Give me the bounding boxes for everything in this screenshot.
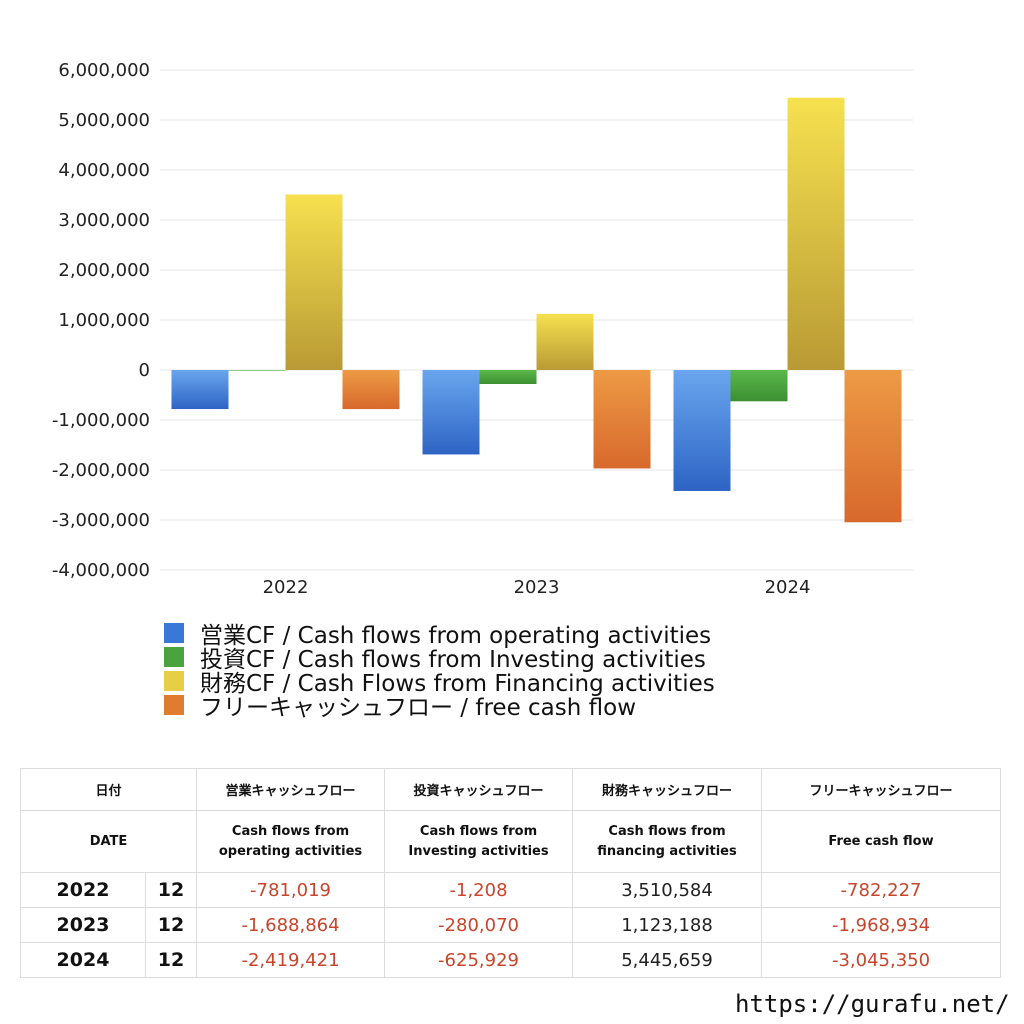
cash-flow-chart: 6,000,000 5,000,000 4,000,000 3,000,000 2,00…	[52, 60, 913, 598]
subheader-free: Free cash flow	[761, 810, 1002, 873]
bar-2023-series-1	[422, 370, 480, 455]
y-tick-label: -1,000,000	[52, 410, 150, 431]
cell-free: -782,227	[761, 872, 1002, 908]
x-tick-label: 2022	[263, 577, 309, 598]
legend-item: 財務CF / Cash Flows from Financing activit…	[164, 669, 715, 697]
chart-legend: 営業CF / Cash flows from operating activit…	[164, 621, 715, 721]
cell-financing: 5,445,659	[572, 942, 763, 978]
cell-financing: 1,123,188	[572, 907, 763, 943]
y-tick-label: -4,000,000	[52, 560, 150, 581]
cell-operating: -2,419,421	[196, 942, 386, 978]
bar-2024-series-2	[730, 370, 788, 402]
y-tick-label: 3,000,000	[58, 210, 150, 231]
bar-2023-series-3	[536, 313, 594, 370]
bar-2022-series-3	[285, 194, 343, 370]
x-tick-label: 2024	[765, 577, 811, 598]
header-investing: 投資キャッシュフロー	[384, 768, 574, 811]
legend-item: 投資CF / Cash flows from Investing activit…	[164, 645, 715, 673]
header-date: 日付	[19, 768, 198, 811]
subheader-operating-line1: Cash flows from	[231, 823, 350, 839]
legend-swatch	[164, 623, 184, 643]
cash-flow-table: 日付 営業キャッシュフロー 投資キャッシュフロー 財務キャッシュフロー フリーキ…	[19, 768, 1002, 978]
subheader-operating-line2: operating activities	[218, 843, 363, 859]
table-row: 2022 12 -781,019 -1,208 3,510,584 -782,2…	[20, 872, 1002, 908]
subheader-date: DATE	[19, 810, 198, 873]
cell-operating: -781,019	[196, 872, 386, 908]
bar-2022-series-1	[171, 370, 229, 410]
row-month: 12	[144, 872, 198, 908]
site-url[interactable]: https://gurafu.net/	[735, 990, 1010, 1018]
header-operating: 営業キャッシュフロー	[196, 768, 386, 811]
cell-free: -3,045,350	[761, 942, 1002, 978]
bar-2023-series-2	[479, 370, 537, 385]
subheader-operating: Cash flows from operating activities	[196, 810, 386, 873]
header-financing: 財務キャッシュフロー	[572, 768, 763, 811]
subheader-investing-line1: Cash flows from	[419, 823, 538, 839]
x-tick-label: 2023	[514, 577, 560, 598]
subheader-investing-line2: Investing activities	[408, 843, 549, 859]
cell-free: -1,968,934	[761, 907, 1002, 943]
subheader-investing: Cash flows from Investing activities	[384, 810, 574, 873]
legend-label: 営業CF / Cash flows from operating activit…	[200, 623, 712, 649]
bar-2024-series-4	[844, 370, 902, 523]
row-year: 2023	[20, 907, 146, 943]
legend-swatch	[164, 671, 184, 691]
legend-label: フリーキャッシュフロー / free cash flow	[200, 695, 637, 721]
header-free: フリーキャッシュフロー	[761, 768, 1002, 811]
row-month: 12	[144, 942, 198, 978]
row-year: 2024	[20, 942, 146, 978]
cell-investing: -280,070	[384, 907, 574, 943]
subheader-financing: Cash flows from financing activities	[572, 810, 763, 873]
y-tick-label: 0	[139, 360, 150, 381]
bar-2024-series-3	[787, 97, 845, 371]
y-tick-label: 6,000,000	[58, 60, 150, 81]
table-row: 2024 12 -2,419,421 -625,929 5,445,659 -3…	[20, 942, 1002, 978]
table-header-row: 日付 営業キャッシュフロー 投資キャッシュフロー 財務キャッシュフロー フリーキ…	[19, 768, 1002, 811]
cell-investing: -625,929	[384, 942, 574, 978]
legend-item: 営業CF / Cash flows from operating activit…	[164, 621, 715, 649]
cell-operating: -1,688,864	[196, 907, 386, 943]
y-tick-label: 2,000,000	[58, 260, 150, 281]
y-tick-label: -2,000,000	[52, 460, 150, 481]
y-tick-label: 5,000,000	[58, 110, 150, 131]
y-tick-label: -3,000,000	[52, 510, 150, 531]
bar-2024-series-1	[673, 370, 731, 491]
y-tick-label: 1,000,000	[58, 310, 150, 331]
table-subheader-row: DATE Cash flows from operating activities…	[19, 810, 1002, 873]
legend-label: 投資CF / Cash flows from Investing activit…	[200, 647, 706, 673]
bar-2022-series-4	[342, 370, 400, 410]
row-year: 2022	[20, 872, 146, 908]
legend-swatch	[164, 647, 184, 667]
subheader-financing-line1: Cash flows from	[608, 823, 726, 839]
y-tick-label: 4,000,000	[58, 160, 150, 181]
cell-financing: 3,510,584	[572, 872, 763, 908]
table-row: 2023 12 -1,688,864 -280,070 1,123,188 -1…	[20, 907, 1002, 943]
bar-2023-series-4	[593, 370, 651, 469]
subheader-financing-line2: financing activities	[597, 843, 737, 859]
bar-2022-series-2	[228, 370, 286, 371]
legend-swatch	[164, 695, 184, 715]
legend-label: 財務CF / Cash Flows from Financing activit…	[200, 671, 715, 697]
row-month: 12	[144, 907, 198, 943]
legend-item: フリーキャッシュフロー / free cash flow	[164, 693, 715, 721]
cell-investing: -1,208	[384, 872, 574, 908]
